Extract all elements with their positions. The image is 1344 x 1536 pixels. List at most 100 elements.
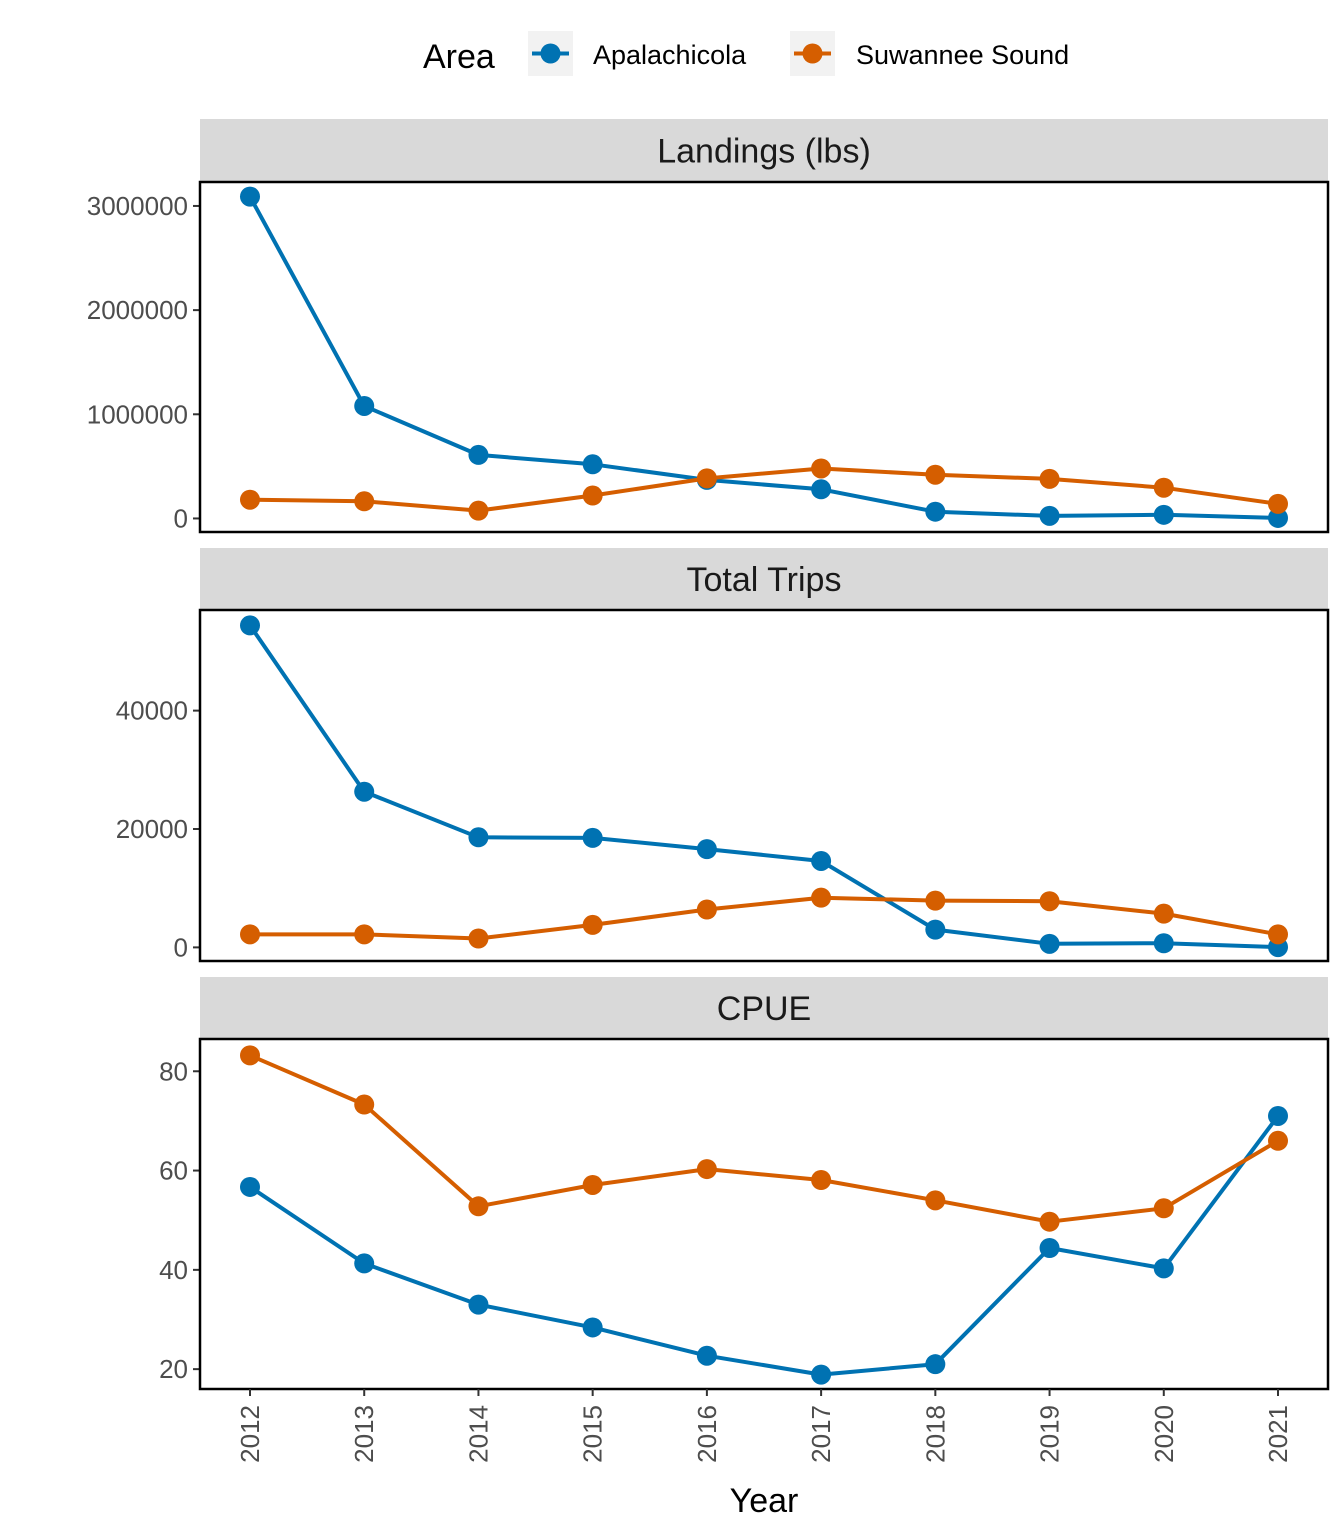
- series-suwannee-sound: [240, 458, 1288, 521]
- data-point: [582, 1174, 603, 1195]
- x-tick-label: 2018: [920, 1405, 950, 1463]
- data-point: [811, 1169, 832, 1190]
- facet-strip: [200, 119, 1328, 182]
- data-point: [1039, 1238, 1060, 1259]
- y-tick-label: 0: [174, 932, 188, 962]
- data-point: [1039, 468, 1060, 489]
- data-point: [354, 491, 375, 512]
- data-point: [240, 489, 260, 510]
- data-point: [811, 887, 832, 908]
- panel-border: [198, 180, 1330, 534]
- data-point: [696, 899, 717, 920]
- legend: Area Apalachicola Suwannee Sound: [423, 31, 1069, 76]
- data-point: [354, 781, 375, 802]
- x-tick-label: 2012: [235, 1405, 265, 1463]
- x-tick-label: 2015: [578, 1405, 608, 1463]
- data-point: [1153, 477, 1174, 498]
- data-point: [1153, 1258, 1174, 1279]
- y-tick-label: 0: [174, 503, 188, 533]
- legend-key-point: [802, 43, 823, 64]
- legend-key-point: [540, 43, 561, 64]
- data-point: [468, 444, 489, 465]
- data-point: [925, 890, 946, 911]
- panel-background: [200, 1039, 1328, 1389]
- data-point: [1153, 504, 1174, 525]
- data-point: [354, 1253, 375, 1274]
- facet-strip: [200, 548, 1328, 610]
- panel-border: [198, 608, 1330, 963]
- data-point: [1039, 505, 1060, 526]
- data-point: [240, 1176, 260, 1197]
- data-point: [1268, 507, 1288, 528]
- data-point: [811, 479, 832, 500]
- data-point: [696, 468, 717, 489]
- data-point: [1039, 891, 1060, 912]
- y-tick-label: 20: [159, 1354, 188, 1384]
- series-line: [249, 466, 1279, 513]
- data-point: [240, 1045, 260, 1066]
- panel-border: [198, 1037, 1330, 1391]
- data-point: [811, 850, 832, 871]
- data-point: [582, 827, 603, 848]
- y-tick-label: 40000: [116, 696, 188, 726]
- data-point: [582, 914, 603, 935]
- y-tick-label: 80: [159, 1056, 188, 1086]
- data-point: [1039, 1211, 1060, 1232]
- data-point: [925, 1190, 946, 1211]
- facet-strip-label: Total Trips: [687, 561, 842, 599]
- legend-item-apalachicola: Apalachicola: [528, 31, 747, 76]
- data-point: [468, 500, 489, 521]
- x-tick-label: 2021: [1263, 1405, 1293, 1463]
- data-point: [925, 501, 946, 522]
- x-tick-label: 2017: [806, 1405, 836, 1463]
- data-point: [468, 928, 489, 949]
- data-point: [1039, 933, 1060, 954]
- data-point: [1153, 933, 1174, 954]
- facet-total-trips: Total Trips 0 20000 40000: [116, 548, 1330, 963]
- data-point: [240, 615, 260, 636]
- y-tick-label: 40: [159, 1255, 188, 1285]
- data-point: [1268, 924, 1288, 945]
- series-line: [248, 624, 1279, 950]
- data-point: [925, 1354, 946, 1375]
- legend-label: Suwannee Sound: [856, 40, 1069, 70]
- series-apalachicola: [240, 1105, 1288, 1385]
- data-point: [354, 1094, 375, 1115]
- y-tick-label: 60: [159, 1156, 188, 1186]
- data-point: [1268, 1105, 1288, 1126]
- series-line: [248, 195, 1279, 520]
- x-axis-title: Year: [730, 1482, 799, 1520]
- data-point: [925, 919, 946, 940]
- data-point: [468, 827, 489, 848]
- data-point: [1268, 1130, 1288, 1151]
- y-tick-label: 20000: [116, 814, 188, 844]
- data-point: [925, 464, 946, 485]
- data-point: [354, 395, 375, 416]
- data-point: [468, 1294, 489, 1315]
- data-point: [582, 454, 603, 475]
- data-point: [696, 839, 717, 860]
- x-tick-label: 2013: [349, 1405, 379, 1463]
- x-tick-label: 2014: [463, 1405, 493, 1463]
- x-tick-label: 2016: [692, 1405, 722, 1463]
- facet-strip-label: Landings (lbs): [657, 133, 871, 171]
- series-suwannee-sound: [240, 887, 1288, 949]
- y-tick-label: 1000000: [87, 399, 188, 429]
- legend-title: Area: [423, 38, 495, 76]
- data-point: [468, 1196, 489, 1217]
- series-line: [250, 895, 1279, 941]
- data-point: [1268, 493, 1288, 514]
- data-point: [240, 924, 260, 945]
- data-point: [696, 1159, 717, 1180]
- data-point: [696, 1345, 717, 1366]
- series-line: [248, 1114, 1280, 1377]
- series-line: [249, 1053, 1280, 1224]
- legend-item-suwannee-sound: Suwannee Sound: [790, 31, 1069, 76]
- data-point: [811, 1364, 832, 1385]
- facet-strip: [200, 977, 1328, 1039]
- data-point: [811, 458, 832, 479]
- facet-strip-label: CPUE: [717, 990, 811, 1028]
- data-point: [354, 924, 375, 945]
- data-point: [240, 186, 260, 207]
